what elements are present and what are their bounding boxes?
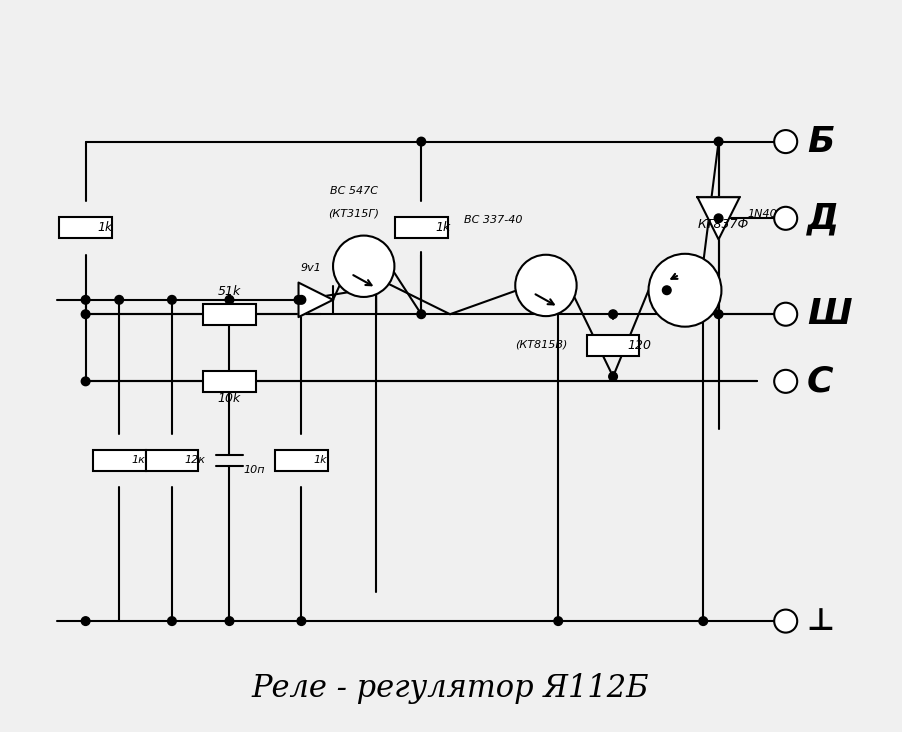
- Circle shape: [774, 130, 797, 153]
- Circle shape: [714, 214, 723, 223]
- Circle shape: [297, 296, 306, 304]
- Text: 9v1: 9v1: [300, 263, 321, 273]
- Circle shape: [226, 296, 234, 304]
- Circle shape: [168, 617, 176, 625]
- Text: С: С: [806, 365, 833, 398]
- Polygon shape: [697, 197, 740, 239]
- Text: ⊥: ⊥: [806, 607, 834, 635]
- Text: 10п: 10п: [244, 465, 265, 475]
- Text: 120: 120: [628, 339, 651, 352]
- Bar: [60, 217, 112, 239]
- Circle shape: [297, 617, 306, 625]
- Circle shape: [714, 310, 723, 318]
- Text: 10k: 10k: [218, 392, 241, 406]
- Circle shape: [774, 303, 797, 326]
- Text: (КТ315Г): (КТ315Г): [328, 209, 380, 218]
- Circle shape: [81, 377, 90, 386]
- Bar: [395, 217, 447, 239]
- Circle shape: [81, 310, 90, 318]
- Circle shape: [226, 617, 234, 625]
- Circle shape: [294, 296, 303, 304]
- Text: Б: Б: [806, 124, 834, 159]
- Text: 51k: 51k: [218, 285, 241, 298]
- Circle shape: [417, 138, 426, 146]
- Text: 1N4007: 1N4007: [748, 209, 791, 219]
- Bar: [203, 371, 256, 392]
- Circle shape: [168, 296, 176, 304]
- Text: BC 547C: BC 547C: [330, 187, 378, 196]
- Circle shape: [699, 617, 707, 625]
- Circle shape: [609, 310, 617, 318]
- Circle shape: [649, 254, 722, 326]
- Circle shape: [554, 617, 563, 625]
- Circle shape: [662, 286, 671, 294]
- Text: 1к8: 1к8: [132, 455, 152, 466]
- Bar: [145, 450, 198, 471]
- Circle shape: [774, 610, 797, 632]
- Bar: [93, 450, 145, 471]
- Bar: [586, 335, 640, 356]
- Circle shape: [609, 373, 617, 381]
- Circle shape: [333, 236, 394, 297]
- Circle shape: [81, 296, 90, 304]
- Text: 1k: 1k: [97, 221, 113, 234]
- Text: BC 337-40: BC 337-40: [464, 215, 522, 225]
- Circle shape: [515, 255, 576, 316]
- Circle shape: [774, 207, 797, 230]
- Text: 12к: 12к: [184, 455, 206, 466]
- Text: 1k: 1k: [314, 455, 327, 466]
- Circle shape: [115, 296, 124, 304]
- Circle shape: [774, 370, 797, 393]
- Circle shape: [714, 138, 723, 146]
- Text: Ш: Ш: [806, 297, 851, 331]
- Circle shape: [81, 617, 90, 625]
- Bar: [275, 450, 327, 471]
- Text: КТ837Ф: КТ837Ф: [698, 218, 749, 231]
- Polygon shape: [299, 283, 333, 317]
- Text: Д: Д: [806, 201, 839, 235]
- Text: 1k: 1k: [436, 221, 451, 234]
- Text: Реле - регулятор Я112Б: Реле - регулятор Я112Б: [252, 673, 649, 703]
- Bar: [203, 304, 256, 325]
- Text: (КТ815В): (КТ815В): [515, 340, 567, 350]
- Circle shape: [417, 310, 426, 318]
